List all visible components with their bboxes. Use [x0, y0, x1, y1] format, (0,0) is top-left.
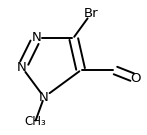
Text: N: N — [32, 31, 42, 44]
Text: N: N — [17, 61, 27, 74]
Text: CH₃: CH₃ — [24, 115, 46, 128]
Text: Br: Br — [84, 7, 98, 20]
Text: N: N — [39, 91, 49, 104]
Text: O: O — [130, 72, 141, 85]
